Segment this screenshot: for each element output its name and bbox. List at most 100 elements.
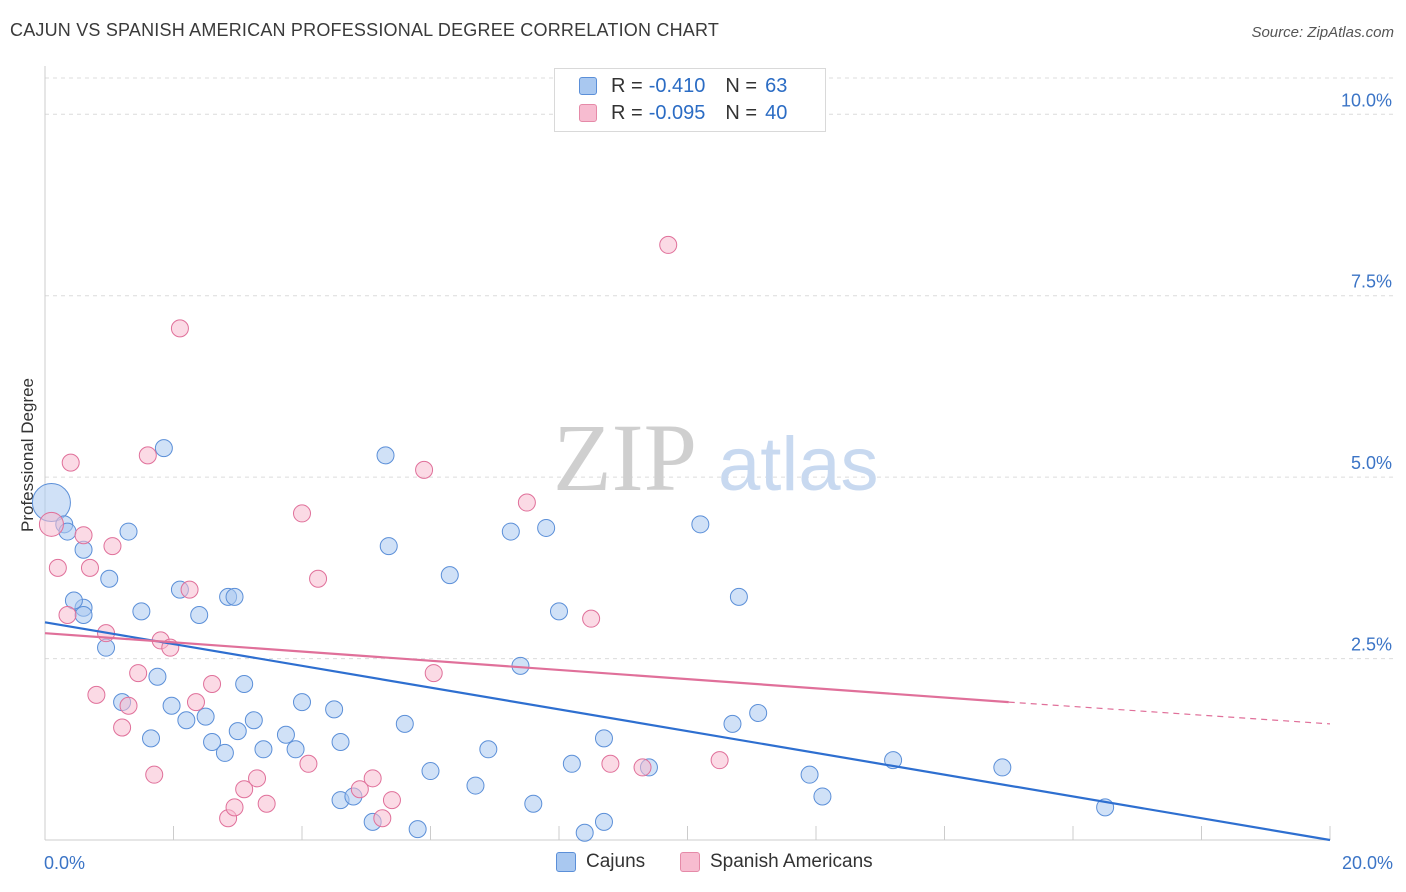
axes: [44, 66, 1331, 841]
data-point-cajun: [148, 667, 167, 686]
data-point-cajun: [196, 707, 215, 726]
data-point-cajun: [691, 515, 710, 534]
data-point-cajun: [575, 823, 594, 842]
x-tick-label: 0.0%: [44, 853, 85, 873]
data-point-cajun: [562, 754, 581, 773]
data-point-cajun: [225, 587, 244, 606]
data-point-spanish: [517, 493, 536, 512]
legend-swatch-spanish: [579, 104, 597, 122]
trend-line-spanish: [44, 632, 1009, 704]
data-point-cajun: [100, 569, 119, 588]
data-point-spanish: [48, 558, 67, 577]
data-point-spanish: [415, 460, 434, 479]
trend-line-spanish-extension: [1008, 701, 1331, 725]
data-point-cajun: [594, 729, 613, 748]
stats-legend: R = -0.410 N = 63 R = -0.095 N = 40: [554, 68, 826, 132]
data-point-cajun: [228, 722, 247, 741]
source-credit: Source: ZipAtlas.com: [1251, 24, 1394, 41]
spanish-points: [38, 235, 729, 828]
data-point-spanish: [659, 235, 678, 254]
data-point-spanish: [203, 674, 222, 693]
data-point-cajun: [203, 733, 222, 752]
data-point-cajun: [376, 446, 395, 465]
data-point-cajun: [395, 714, 414, 733]
data-point-spanish: [235, 780, 254, 799]
data-point-spanish: [61, 453, 80, 472]
data-point-cajun: [286, 740, 305, 759]
data-point-cajun: [550, 602, 568, 621]
data-point-spanish: [350, 780, 369, 799]
data-point-spanish: [363, 769, 382, 788]
data-point-cajun: [132, 602, 151, 621]
data-point-cajun: [813, 787, 832, 806]
legend-r-value: -0.095: [648, 101, 706, 124]
legend-n-label: N =: [725, 101, 758, 124]
data-point-cajun: [177, 711, 196, 730]
bottom-legend-label-cajuns: Cajuns: [586, 851, 646, 872]
watermark-zip: ZIP: [553, 404, 697, 511]
y-tick-label: 5.0%: [1351, 453, 1392, 473]
bottom-swatch-cajuns: [556, 852, 576, 872]
data-point-cajun: [119, 522, 138, 541]
legend-n-value: 63: [765, 74, 788, 97]
legend-r-label: R =: [611, 101, 643, 124]
data-point-cajun: [466, 776, 485, 795]
data-point-spanish: [299, 754, 318, 773]
tick-labels: 2.5% 5.0% 7.5% 10.0% 0.0% 20.0%: [44, 90, 1393, 873]
data-point-spanish: [145, 765, 164, 784]
data-point-spanish: [119, 696, 138, 715]
data-point-spanish: [225, 798, 244, 817]
watermark-atlas: atlas: [718, 422, 879, 507]
data-point-cajun: [244, 711, 263, 730]
data-point-cajun: [215, 743, 234, 762]
trend-lines: [44, 621, 1331, 842]
data-point-cajun: [440, 566, 459, 585]
y-tick-label: 7.5%: [1351, 272, 1392, 292]
y-tick-label: 10.0%: [1341, 90, 1392, 110]
data-point-cajun: [594, 812, 613, 831]
data-point-spanish: [309, 569, 328, 588]
data-point-spanish: [382, 791, 401, 810]
bottom-legend-label-spanish: Spanish Americans: [710, 851, 873, 872]
data-point-cajun: [293, 693, 311, 712]
data-point-spanish: [74, 526, 93, 545]
data-point-spanish: [170, 319, 189, 338]
data-point-spanish: [38, 511, 64, 537]
data-point-cajun: [800, 765, 819, 784]
data-point-cajun: [729, 587, 748, 606]
data-point-cajun: [142, 729, 161, 748]
data-point-spanish: [601, 754, 620, 773]
legend-row-spanish: R = -0.095 N = 40: [579, 100, 787, 126]
legend-row-cajuns: R = -0.410 N = 63: [579, 73, 787, 99]
data-point-spanish: [248, 769, 267, 788]
data-point-cajun: [74, 606, 93, 625]
legend-swatch-cajuns: [579, 77, 597, 95]
data-point-cajun: [254, 740, 273, 759]
trend-line-cajuns: [44, 621, 1331, 842]
chart-title: CAJUN VS SPANISH AMERICAN PROFESSIONAL D…: [10, 20, 720, 40]
data-point-spanish: [373, 809, 392, 828]
data-point-spanish: [424, 664, 443, 683]
data-point-cajun: [154, 439, 173, 458]
data-point-spanish: [186, 693, 205, 712]
legend-n-value: 40: [765, 101, 788, 124]
data-point-cajun: [993, 758, 1012, 777]
data-point-spanish: [58, 606, 77, 625]
data-point-cajun: [379, 537, 398, 556]
cajun-points: [31, 439, 1115, 842]
data-point-spanish: [103, 537, 122, 556]
y-tick-label: 2.5%: [1351, 635, 1392, 655]
data-point-cajun: [235, 674, 254, 693]
legend-n-label: N =: [725, 74, 758, 97]
data-point-cajun: [749, 704, 768, 722]
data-point-spanish: [582, 609, 601, 628]
data-point-cajun: [190, 606, 209, 625]
data-point-spanish: [87, 685, 106, 704]
data-point-cajun: [723, 714, 742, 733]
data-point-spanish: [257, 794, 276, 813]
data-point-spanish: [80, 558, 99, 577]
data-point-cajun: [479, 740, 498, 759]
data-point-cajun: [325, 700, 344, 719]
data-point-cajun: [524, 794, 543, 813]
